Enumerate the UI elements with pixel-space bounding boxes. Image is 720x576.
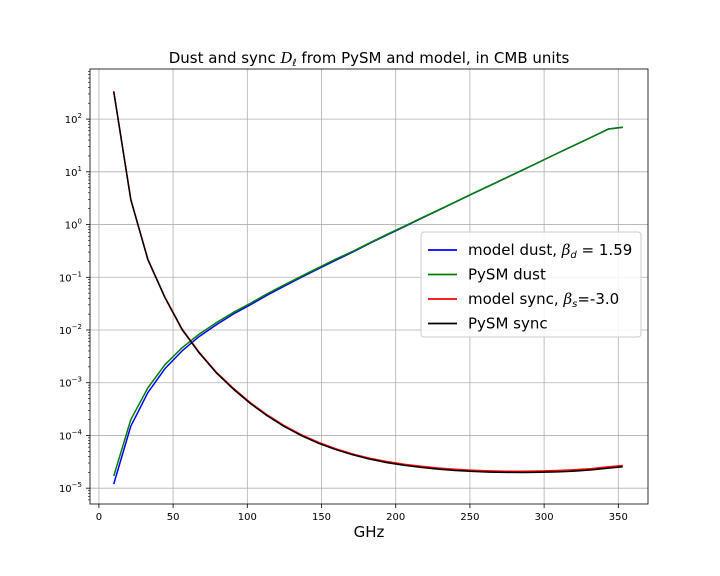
legend: model dust, βd = 1.59 PySM dust model sync…: [420, 231, 642, 338]
grid: [90, 69, 648, 504]
y-tick-label: 10−5: [59, 481, 82, 495]
series-line-4: [112, 91, 623, 474]
y-tick-label: 10−3: [59, 376, 82, 390]
legend-box: [420, 231, 642, 338]
x-tick-label: 150: [312, 512, 331, 523]
y-axis: 10−5 10−4 10−3 10−2 10−1 100 101 102: [59, 71, 90, 501]
x-tick-label: 100: [238, 512, 257, 523]
y-tick-label: 10−1: [59, 270, 82, 284]
legend-label: model dust, βd = 1.59: [468, 241, 632, 261]
y-tick-label: 101: [65, 165, 82, 179]
x-axis: 0 50 100 150 200 250 300 350: [96, 504, 628, 523]
legend-label: model sync, βs=-3.0: [468, 290, 619, 310]
x-tick-label: 50: [167, 512, 180, 523]
x-tick-label: 300: [535, 512, 554, 523]
chart-title: Dust and sync Dℓ from PySM and model, in…: [169, 49, 570, 69]
x-tick-label: 350: [609, 512, 628, 523]
y-tick-label: 102: [65, 112, 82, 126]
series-line-2: [113, 126, 623, 477]
y-tick-label: 10−4: [59, 428, 83, 442]
x-tick-label: 250: [460, 512, 479, 523]
legend-label: PySM dust: [468, 266, 546, 284]
legend-label: PySM sync: [468, 315, 548, 333]
series-lines: [112, 90, 623, 485]
x-tick-label: 0: [96, 512, 102, 523]
axes-frame: [89, 68, 649, 505]
x-tick-label: 200: [386, 512, 405, 523]
plot-area-border: [89, 68, 649, 505]
x-axis-label: GHz: [354, 523, 385, 541]
y-tick-label: 100: [65, 218, 82, 232]
y-tick-label: 10−2: [59, 323, 82, 337]
